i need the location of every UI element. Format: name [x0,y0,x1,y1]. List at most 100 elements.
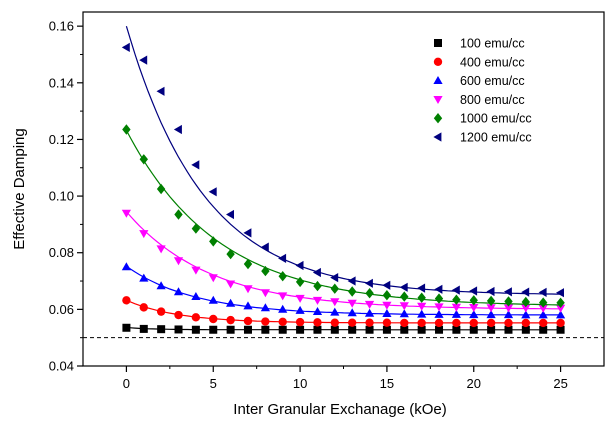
y-axis-title: Effective Damping [11,128,28,249]
data-point [261,325,270,334]
data-point [538,287,547,297]
data-point [156,183,166,195]
data-point [365,325,374,334]
y-tick-label: 0.16 [49,19,74,34]
data-point [347,308,357,317]
data-point [139,55,148,65]
y-tick-label: 0.12 [49,132,74,147]
data-point [417,318,426,328]
data-point [364,308,375,317]
data-point [521,310,531,319]
data-point [243,316,253,326]
legend: 100 emu/cc 400 emu/cc 600 emu/cc 800 emu/cc… [433,37,532,145]
data-point [330,273,339,283]
data-point [521,318,531,328]
data-point [260,303,270,312]
data-point [469,318,478,328]
data-point [400,325,409,334]
data-point [278,304,288,313]
legend-marker [433,132,442,142]
data-point [122,296,131,305]
data-point [139,273,149,282]
data-point [434,309,444,318]
data-point [434,303,444,312]
x-tick-label: 20 [467,376,481,391]
data-point [348,325,357,334]
data-point [417,283,426,293]
data-point [313,318,322,327]
data-point [139,324,148,333]
data-point [278,253,287,263]
data-point [330,307,340,316]
data-point [139,230,149,239]
data-point [347,318,357,327]
data-point [399,302,409,311]
data-point [156,307,166,316]
legend-label: 400 emu/cc [460,55,525,69]
data-point [173,257,184,266]
data-point [209,325,218,334]
fit-curve-1 [126,326,561,331]
legend-marker [433,96,443,104]
data-point [260,242,269,252]
legend-marker [433,57,443,66]
data-point [261,317,270,326]
data-point [417,325,426,334]
data-point [226,280,236,289]
x-tick-label: 25 [553,376,567,391]
data-point [417,292,426,303]
data-point [330,298,340,307]
data-point [382,318,392,327]
data-point [556,310,566,319]
data-point [400,318,409,328]
data-point [382,325,391,334]
y-tick-label: 0.04 [49,359,74,374]
data-point [121,262,131,271]
data-point [312,296,323,305]
data-point [538,304,548,313]
data-point [400,291,409,302]
legend-marker [434,39,442,47]
data-point [121,42,130,52]
data-point [556,325,565,334]
data-point [243,228,252,238]
data-point [226,325,235,334]
data-point [191,313,201,322]
data-point [382,280,391,290]
data-point [365,288,374,299]
data-point [347,299,357,308]
data-point [434,318,444,328]
legend-label: 600 emu/cc [460,74,525,88]
data-point [209,314,218,324]
data-point [295,305,305,314]
data-point [469,325,478,334]
y-tick-label: 0.08 [49,245,74,260]
data-point [556,288,564,298]
data-point [503,310,514,319]
data-point [504,296,513,307]
data-point [382,301,392,310]
legend-label: 100 emu/cc [460,37,525,51]
data-point [243,285,253,294]
y-tick-label: 0.10 [49,189,74,204]
data-point [469,286,478,296]
data-point [260,289,270,298]
data-point [226,315,235,325]
data-point [174,209,183,220]
legend-label: 1000 emu/cc [460,112,532,126]
data-point [191,325,200,334]
data-point [382,309,392,317]
data-point [503,304,514,313]
data-point [399,282,408,292]
x-tick-label: 15 [380,376,394,391]
legend-label: 800 emu/cc [460,93,525,107]
data-point [226,298,236,307]
data-point [487,325,496,334]
data-point [296,325,305,334]
data-point [452,294,461,305]
data-point [556,304,566,313]
data-point [538,310,548,319]
data-point [504,318,513,328]
data-point [451,285,460,295]
x-tick-label: 10 [293,376,307,391]
